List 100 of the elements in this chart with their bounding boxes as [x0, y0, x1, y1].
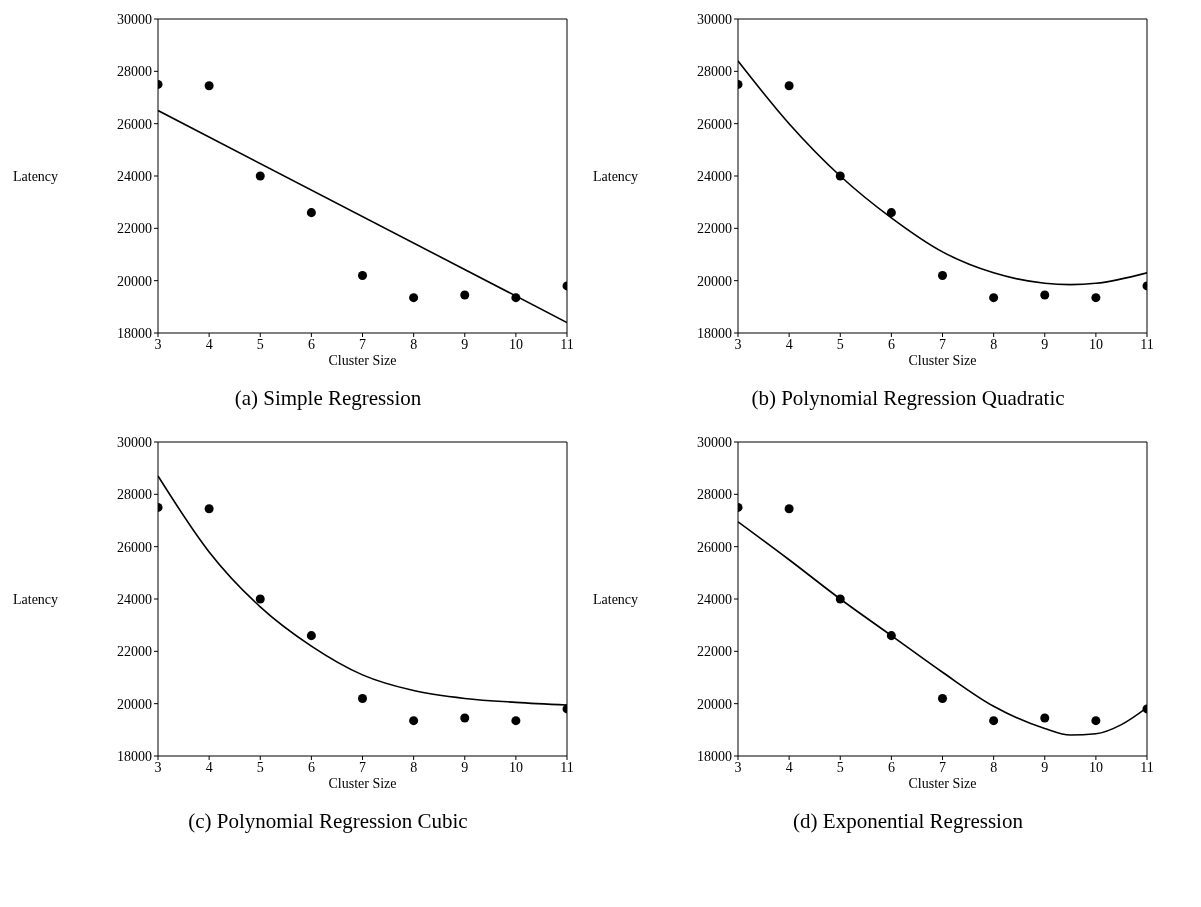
y-tick-label: 22000	[117, 221, 152, 237]
point	[886, 208, 896, 218]
x-tick-label: 6	[887, 759, 895, 775]
x-tick-label: 4	[785, 336, 793, 352]
x-tick-label: 4	[205, 336, 213, 352]
text: (a) Simple Regression	[233, 386, 423, 411]
x-tick-label: 3	[154, 759, 162, 775]
y-tick-label: 26000	[697, 116, 732, 132]
point	[511, 293, 521, 303]
x-tick-label: 11	[560, 759, 574, 775]
x-tick-label: 10	[1088, 759, 1103, 775]
y-tick-label: 18000	[697, 325, 732, 341]
point	[460, 713, 470, 723]
x-tick-label: 7	[939, 759, 946, 775]
point	[409, 716, 419, 726]
y-tick-label: 18000	[117, 748, 152, 764]
point	[255, 594, 265, 604]
point	[886, 631, 896, 641]
x-axis-title: Cluster Size	[908, 353, 977, 368]
point	[835, 171, 845, 181]
x-tick-label: 5	[256, 336, 264, 352]
x-tick-label: 6	[887, 336, 895, 352]
point	[1040, 290, 1050, 300]
y-tick-label: 28000	[697, 64, 732, 80]
x-tick-label: 3	[734, 759, 742, 775]
x-tick-label: 5	[836, 759, 844, 775]
y-tick-label: 28000	[117, 64, 152, 80]
x-tick-label: 10	[1088, 336, 1103, 352]
point	[1040, 713, 1050, 723]
point	[989, 293, 999, 303]
point	[989, 716, 999, 726]
y-tick-label: 20000	[117, 273, 152, 289]
x-tick-label: 8	[990, 759, 998, 775]
point	[409, 293, 419, 303]
y-tick-label: 20000	[117, 696, 152, 712]
x-tick-label: 11	[1140, 759, 1154, 775]
point	[204, 504, 214, 514]
x-tick-label: 3	[734, 336, 742, 352]
x-tick-label: 7	[359, 759, 366, 775]
point	[306, 208, 316, 218]
y-tick-label: 24000	[697, 591, 732, 607]
text: (c) Polynomial Regression Cubic	[187, 809, 469, 834]
y-tick-label: 18000	[117, 325, 152, 341]
y-axis-title: Latency	[593, 168, 639, 184]
x-tick-label: 9	[1041, 336, 1049, 352]
point	[511, 716, 521, 726]
x-axis-title: Cluster Size	[908, 776, 977, 791]
y-tick-label: 24000	[117, 591, 152, 607]
point	[784, 504, 794, 514]
point	[357, 270, 368, 280]
point	[835, 594, 845, 604]
point	[460, 290, 470, 300]
x-tick-label: 6	[307, 336, 315, 352]
x-tick-label: 3	[154, 336, 162, 352]
x-tick-label: 8	[990, 336, 998, 352]
y-tick-label: 30000	[697, 434, 732, 450]
x-axis-title: Cluster Size	[328, 353, 397, 368]
x-tick-label: 4	[205, 759, 213, 775]
y-tick-label: 26000	[697, 539, 732, 555]
x-axis-title: Cluster Size	[328, 776, 397, 791]
x-tick-label: 11	[560, 336, 574, 352]
point	[937, 693, 948, 703]
x-tick-label: 11	[1140, 336, 1154, 352]
text: (d) Exponential Regression	[792, 809, 1024, 834]
y-tick-label: 22000	[697, 644, 732, 660]
x-tick-label: 7	[359, 336, 366, 352]
y-tick-label: 22000	[697, 221, 732, 237]
y-tick-label: 28000	[697, 487, 732, 503]
y-axis-title: Latency	[13, 591, 59, 607]
y-tick-label: 30000	[117, 11, 152, 27]
text: (b) Polynomial Regression Quadratic	[750, 386, 1066, 411]
y-axis-title: Latency	[593, 591, 639, 607]
y-tick-label: 18000	[697, 748, 732, 764]
x-tick-label: 9	[461, 759, 469, 775]
point	[306, 631, 316, 641]
x-tick-label: 7	[939, 336, 946, 352]
point	[204, 81, 214, 91]
x-tick-label: 4	[785, 759, 793, 775]
point	[784, 81, 794, 91]
x-tick-label: 9	[1041, 759, 1049, 775]
point	[357, 693, 368, 703]
y-tick-label: 30000	[697, 11, 732, 27]
y-tick-label: 24000	[697, 168, 732, 184]
x-tick-label: 9	[461, 336, 469, 352]
point	[1091, 716, 1101, 726]
point	[1091, 293, 1101, 303]
point	[937, 270, 948, 280]
x-tick-label: 10	[508, 759, 523, 775]
x-tick-label: 10	[508, 336, 523, 352]
x-tick-label: 6	[307, 759, 315, 775]
y-axis-title: Latency	[13, 168, 59, 184]
y-tick-label: 22000	[117, 644, 152, 660]
point	[255, 171, 265, 181]
x-tick-label: 5	[256, 759, 264, 775]
y-tick-label: 24000	[117, 168, 152, 184]
y-tick-label: 26000	[117, 539, 152, 555]
x-tick-label: 5	[836, 336, 844, 352]
y-tick-label: 20000	[697, 273, 732, 289]
y-tick-label: 30000	[117, 434, 152, 450]
y-tick-label: 28000	[117, 487, 152, 503]
